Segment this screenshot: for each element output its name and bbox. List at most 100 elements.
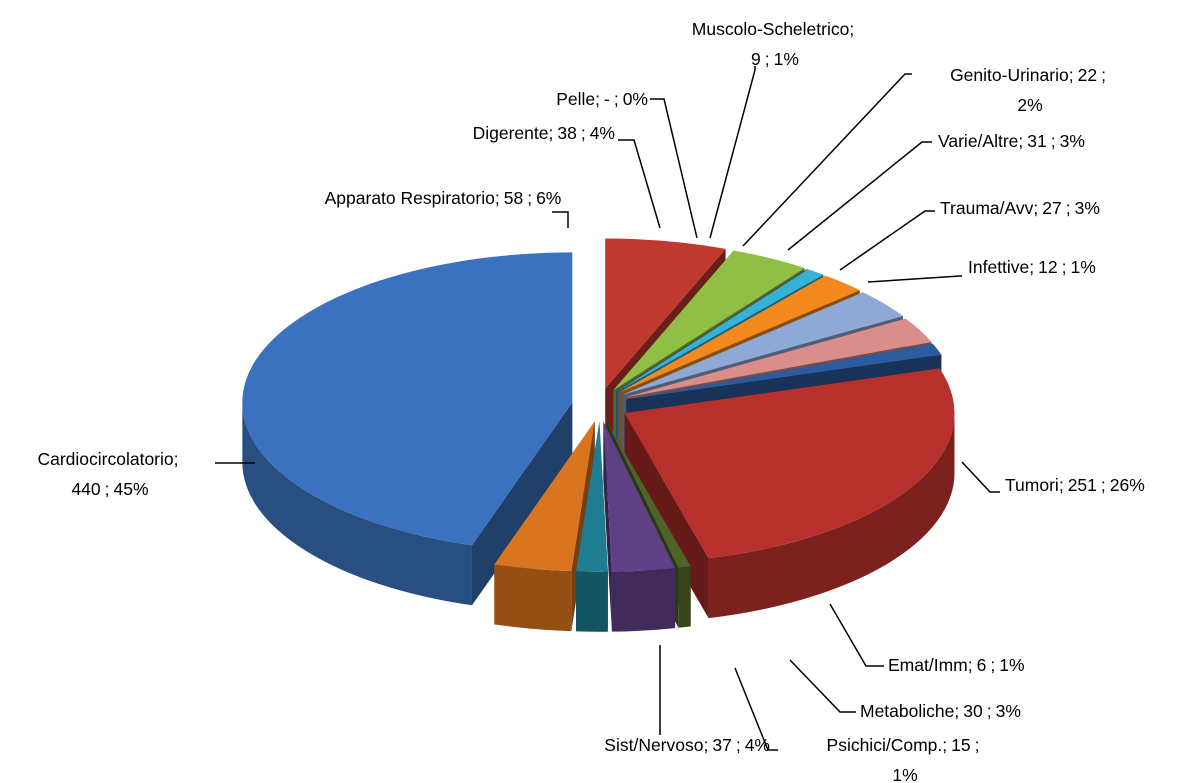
slice-top: [624, 368, 955, 559]
slice-top: [605, 238, 726, 389]
label-part: 26%: [1109, 475, 1145, 495]
data-label: Trauma/Avv; 27; 3%: [940, 193, 1180, 223]
slice-top: [494, 421, 595, 572]
leader-line: [787, 141, 932, 251]
leader-line: [552, 211, 569, 228]
label-part: Digerente: [472, 123, 549, 143]
slice-wall: [494, 564, 572, 632]
label-part: 30: [963, 701, 983, 721]
label-part: Cardiocircolatorio: [37, 449, 174, 469]
leader-line: [650, 98, 698, 239]
label-part: 27: [1042, 198, 1062, 218]
slice-side: [603, 421, 612, 632]
leader-line: [734, 667, 778, 751]
label-part: ;: [1050, 131, 1056, 151]
slice: [494, 421, 595, 632]
label-part: ;: [494, 188, 500, 208]
label-part: ;: [613, 89, 619, 109]
label-part: ;: [1061, 257, 1067, 277]
data-label: Genito-Urinario; 22; 2%: [900, 60, 1160, 120]
label-part: 12: [1038, 257, 1058, 277]
data-label: Pelle; -; 0%: [430, 84, 648, 114]
label-part: 31: [1027, 131, 1047, 151]
data-label: Infettive; 12; 1%: [968, 252, 1198, 282]
slice-top: [616, 269, 824, 392]
label-part: 6: [976, 655, 987, 675]
label-part: 3%: [995, 701, 1021, 721]
label-part: 3%: [1074, 198, 1100, 218]
label-part: Genito-Urinario: [950, 65, 1069, 85]
slice-top: [622, 292, 903, 395]
label-part: ;: [849, 19, 855, 39]
data-label: Varie/Altre; 31; 3%: [938, 126, 1178, 156]
label-part: Pelle: [556, 89, 596, 109]
label-part: 1%: [999, 655, 1025, 675]
data-label: Tumori; 251; 26%: [1005, 470, 1202, 500]
label-part: 0%: [622, 89, 648, 109]
label-part: 2%: [1017, 95, 1043, 115]
slice-side: [471, 402, 573, 606]
label-part: Trauma/Avv: [940, 198, 1034, 218]
label-part: 1%: [773, 49, 799, 69]
data-label: Cardiocircolatorio; 440; 45%: [0, 444, 220, 504]
slice-top: [626, 343, 942, 400]
label-part: ;: [764, 49, 770, 69]
label-part: 38: [557, 123, 577, 143]
label-part: ;: [1068, 65, 1074, 85]
label-part: 3%: [1059, 131, 1085, 151]
label-part: 440: [71, 479, 101, 499]
slice-top: [613, 250, 805, 391]
data-label: Sist/Nervoso; 37; 4%: [480, 730, 770, 760]
label-part: ;: [104, 479, 110, 499]
label-part: ;: [580, 123, 586, 143]
label-part: 1%: [1070, 257, 1096, 277]
label-part: ;: [1033, 198, 1039, 218]
label-part: 6%: [536, 188, 562, 208]
label-part: ;: [942, 735, 948, 755]
slice-top: [606, 421, 691, 568]
data-label: Muscolo-Scheletrico; 9; 1%: [640, 14, 910, 74]
label-part: 9: [751, 49, 761, 69]
data-label: Digerente; 38; 4%: [400, 118, 615, 148]
label-part: Varie/Altre: [938, 131, 1019, 151]
slice-wall: [576, 571, 608, 632]
label-part: ;: [990, 655, 996, 675]
slice: [603, 421, 676, 632]
data-label: Apparato Respiratorio; 58; 6%: [318, 183, 568, 213]
label-part: ;: [1018, 131, 1024, 151]
label-part: ;: [974, 735, 980, 755]
label-part: ;: [1029, 257, 1035, 277]
label-part: ;: [735, 735, 741, 755]
leader-line: [742, 73, 912, 247]
slice-top: [619, 275, 860, 393]
leader-line: [867, 275, 962, 283]
slice-top: [616, 269, 808, 392]
leader-line: [839, 210, 935, 271]
leader-line: [789, 659, 856, 713]
label-part: ;: [1065, 198, 1071, 218]
leader-line: [829, 603, 884, 667]
label-part: Muscolo-Scheletrico: [691, 19, 850, 39]
slice-wall: [242, 402, 472, 606]
label-part: 58: [503, 188, 524, 208]
label-part: Apparato Respiratorio: [324, 188, 495, 208]
label-part: Metaboliche: [860, 701, 955, 721]
label-part: Infettive: [968, 257, 1030, 277]
label-part: 22: [1077, 65, 1098, 85]
data-label: Psichici/Comp.; 15; 1%: [770, 730, 1040, 783]
slice-top: [625, 318, 932, 398]
label-part: ;: [967, 655, 973, 675]
slice-wall: [708, 413, 955, 619]
leader-line: [618, 139, 661, 229]
slice-top: [603, 421, 676, 572]
label-part: 4%: [589, 123, 615, 143]
label-part: ;: [954, 701, 960, 721]
slice: [576, 421, 608, 632]
label-part: 251: [1067, 475, 1097, 495]
slice-wall: [678, 566, 691, 628]
label-part: ;: [703, 735, 709, 755]
leader-line: [961, 461, 1000, 493]
label-part: ;: [595, 89, 600, 109]
